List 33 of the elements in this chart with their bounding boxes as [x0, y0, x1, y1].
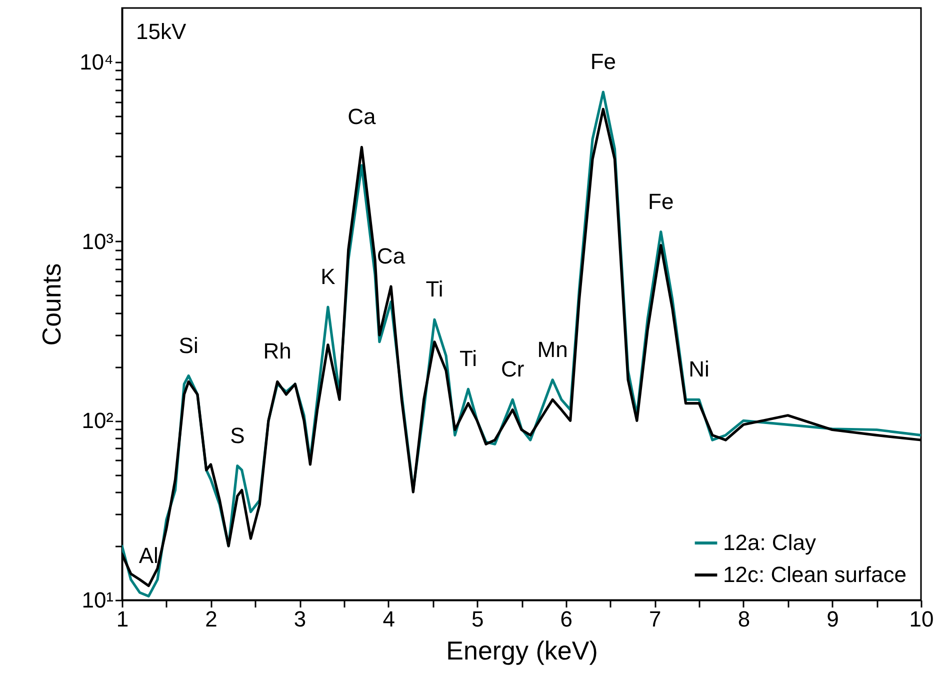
annotation: Ca — [376, 243, 406, 268]
annotation: Mn — [537, 336, 568, 362]
y-tick-label: 10¹ — [82, 588, 114, 612]
legend-label: 12c: Clean surface — [723, 562, 906, 587]
x-tick-label: 3 — [294, 606, 306, 632]
annotation: Ca — [348, 104, 377, 130]
x-axis-title: Energy (keV) — [446, 636, 598, 666]
x-tick-label: 1 — [116, 606, 129, 632]
x-tick-label: 8 — [738, 606, 750, 632]
annotation: 15kV — [136, 19, 186, 44]
annotation: Ni — [688, 356, 710, 382]
annotation: Fe — [590, 49, 616, 74]
annotation: Cr — [501, 356, 524, 382]
annotation: Ti — [426, 276, 444, 302]
x-tick-label: 2 — [205, 606, 218, 632]
annotation: Al — [138, 542, 158, 568]
y-tick-label: 10⁴ — [80, 49, 114, 74]
annotation: Rh — [263, 338, 292, 364]
y-axis-title: Counts — [36, 263, 67, 346]
x-tick-label: 9 — [826, 606, 839, 632]
x-tick-label: 7 — [649, 606, 662, 632]
y-tick-label: 10³ — [82, 228, 114, 254]
x-tick-label: 5 — [471, 606, 484, 632]
annotation: S — [230, 422, 245, 448]
annotation: Fe — [648, 188, 674, 214]
x-tick-label: 6 — [560, 606, 573, 632]
annotation: Si — [178, 332, 198, 358]
x-tick-label: 10 — [909, 606, 934, 632]
legend-label: 12a: Clay — [723, 530, 816, 555]
annotation: Ti — [459, 346, 477, 372]
y-tick-label: 10² — [82, 408, 114, 434]
x-tick-label: 4 — [382, 606, 395, 632]
annotation: K — [320, 264, 336, 290]
